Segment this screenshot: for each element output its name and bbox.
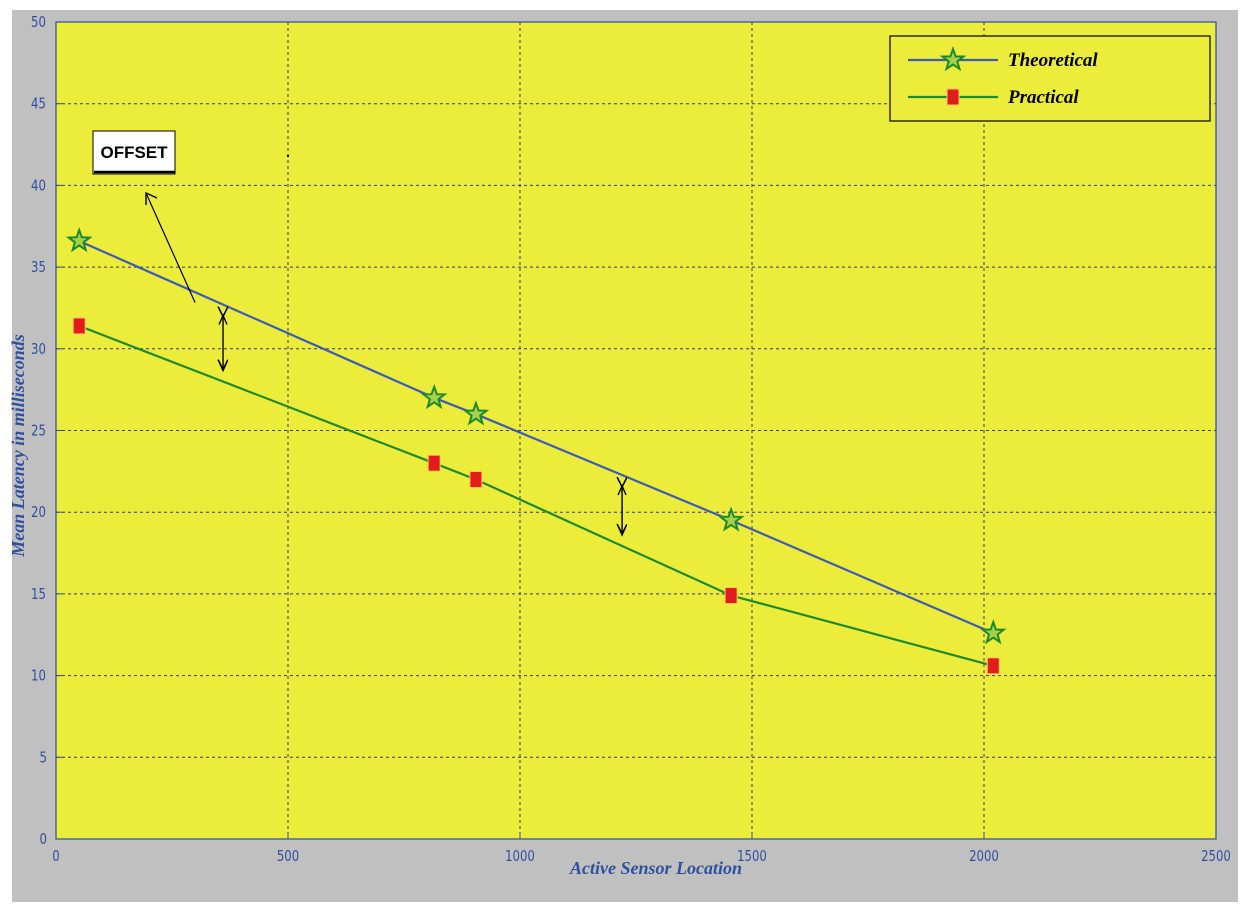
- x-axis-label: Active Sensor Location: [569, 858, 742, 878]
- y-tick-label: 0: [40, 832, 47, 849]
- legend-box: [889, 35, 1211, 122]
- offset-label-text: OFFSET: [100, 143, 168, 162]
- offset-arrowhead-top: [218, 313, 228, 325]
- y-tick-label: 45: [31, 96, 46, 113]
- theoretical-point: [462, 400, 490, 426]
- legend-marker-theoretical: [939, 45, 967, 72]
- y-tick-label: 5: [40, 750, 47, 767]
- y-tick-label: 30: [31, 342, 46, 359]
- legend-label-theoretical: Theoretical: [1008, 50, 1098, 71]
- x-tick-label: 1000: [505, 849, 535, 866]
- y-tick-label: 25: [31, 423, 46, 440]
- practical-point: [427, 454, 441, 472]
- theoretical-point: [420, 383, 448, 410]
- theoretical-point: [979, 619, 1007, 645]
- x-tick-label: 2000: [969, 849, 999, 866]
- offset-label-box: [92, 130, 176, 175]
- y-tick-label: 40: [31, 178, 46, 195]
- practical-point: [469, 471, 483, 489]
- y-axis-label: Mean Latency in milliseconds: [8, 334, 28, 558]
- offset-arrowhead-bottom: [218, 361, 228, 373]
- y-tick-label: 10: [31, 668, 46, 685]
- y-tick-label: 35: [31, 260, 46, 277]
- x-tick-label: 0: [52, 849, 59, 866]
- practical-point: [724, 587, 738, 605]
- y-tick-label: 15: [31, 587, 46, 604]
- legend-label-practical: Practical: [1007, 87, 1079, 108]
- x-tick-label: 1500: [737, 849, 767, 866]
- y-tick-label: 50: [31, 15, 46, 32]
- theoretical-point: [65, 227, 93, 253]
- offset-leader-arrowhead: [145, 191, 158, 205]
- y-tick-label: 20: [31, 505, 46, 522]
- offset-arrowhead-top: [617, 484, 627, 496]
- offset-arrowhead-bottom: [617, 525, 627, 537]
- practical-point: [72, 317, 86, 335]
- theoretical-point: [717, 506, 745, 532]
- legend-marker-practical: [946, 88, 960, 106]
- practical-point: [986, 657, 1000, 675]
- offset-leader-line: [145, 192, 196, 303]
- stray-dot: [286, 154, 290, 158]
- x-tick-label: 2500: [1201, 849, 1231, 866]
- x-tick-label: 500: [277, 849, 299, 866]
